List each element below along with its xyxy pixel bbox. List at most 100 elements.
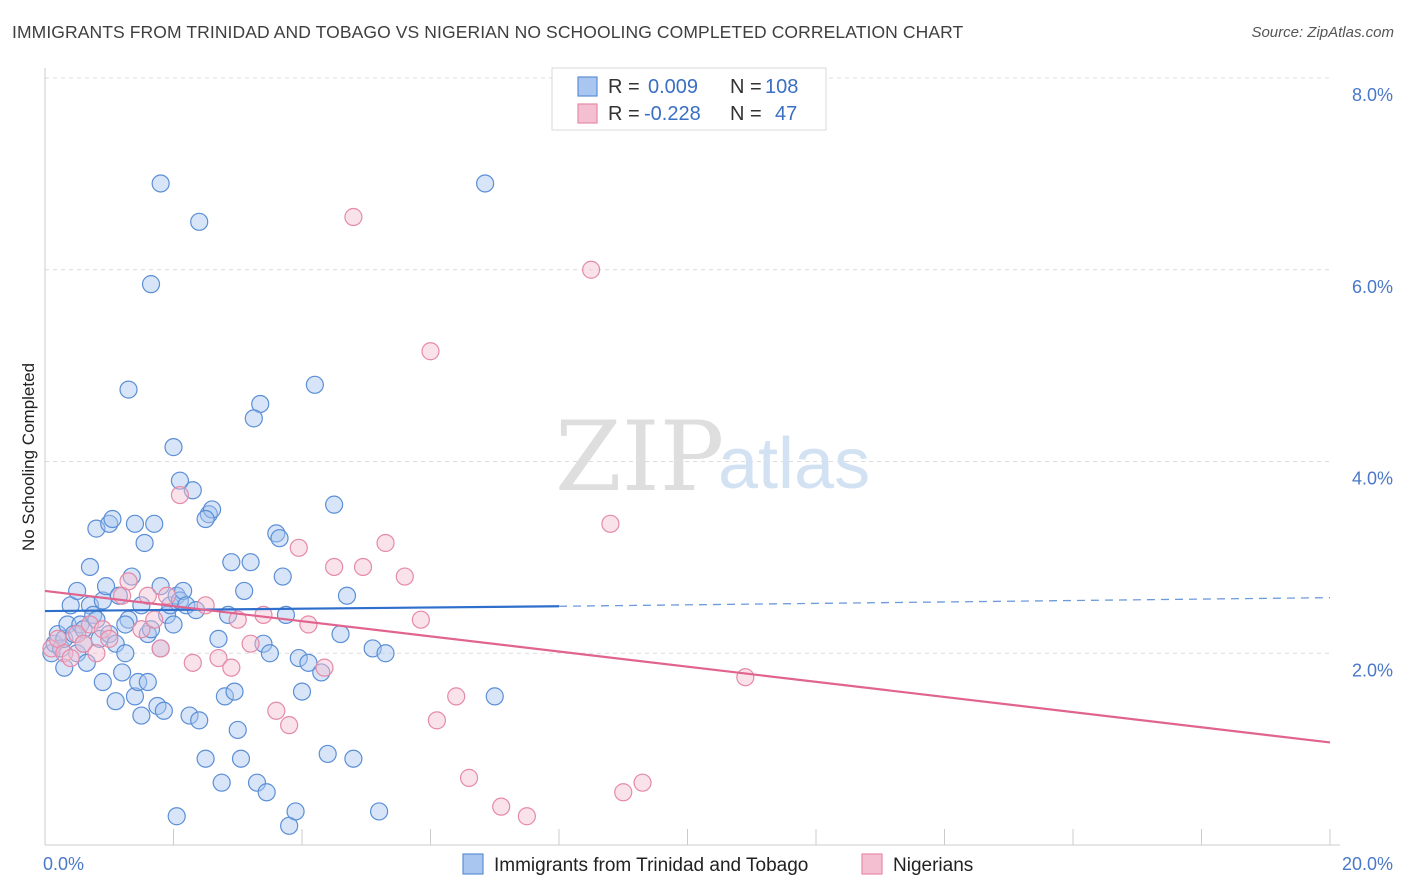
point-trinidad-tobago <box>485 687 504 706</box>
legend-r-label-pink: R = <box>608 103 640 125</box>
correlation-legend: R = 0.009 N = 108 R = -0.228 N = 47 <box>551 67 827 131</box>
point-trinidad-tobago <box>129 672 148 692</box>
point-trinidad-tobago <box>215 687 234 706</box>
legend-r-label-blue: R = <box>608 76 640 98</box>
point-nigerian <box>170 485 190 505</box>
point-trinidad-tobago <box>286 802 305 821</box>
point-nigerian <box>183 653 202 672</box>
point-nigerian <box>145 610 164 629</box>
legend-n-value-blue: 108 <box>765 76 798 98</box>
axes <box>44 68 1340 846</box>
point-trinidad-tobago <box>164 615 183 634</box>
point-trinidad-tobago <box>164 438 183 457</box>
point-trinidad-tobago <box>100 514 119 533</box>
point-trinidad-tobago <box>180 706 199 725</box>
x-tick-label: 0.0% <box>43 854 84 874</box>
point-trinidad-tobago <box>167 807 186 826</box>
legend-n-label-pink: N = <box>730 103 762 125</box>
point-nigerian <box>74 634 93 653</box>
point-nigerian <box>151 639 170 658</box>
point-nigerian <box>614 783 633 802</box>
point-nigerian <box>241 634 260 653</box>
point-trinidad-tobago <box>225 682 244 701</box>
point-trinidad-tobago <box>151 577 170 596</box>
trend-line-nigerian <box>44 589 1331 744</box>
point-nigerian <box>315 658 334 677</box>
watermark: ZIP atlas <box>555 401 870 513</box>
point-trinidad-tobago <box>228 720 247 740</box>
point-trinidad-tobago <box>289 648 308 668</box>
point-nigerian <box>157 586 177 605</box>
point-nigerian <box>100 629 119 648</box>
tick-labels: 2.0% 4.0% 6.0% 8.0% 0.0% 20.0% <box>43 85 1393 874</box>
point-trinidad-tobago <box>260 644 279 663</box>
legend-swatch-pink <box>577 103 598 124</box>
point-trinidad-tobago <box>222 553 241 572</box>
point-nigerian <box>344 207 363 227</box>
point-trinidad-tobago <box>312 663 331 682</box>
point-trinidad-tobago <box>273 567 292 586</box>
point-trinidad-tobago <box>344 749 363 768</box>
point-nigerian <box>87 644 106 663</box>
point-nigerian <box>582 260 601 279</box>
y-tick-label: 6.0% <box>1352 277 1393 297</box>
point-trinidad-tobago <box>476 174 495 193</box>
point-nigerian <box>289 538 308 557</box>
point-trinidad-tobago <box>55 658 74 677</box>
x-tick-label: 20.0% <box>1342 854 1393 874</box>
legend-n-label-blue: N = <box>730 76 762 98</box>
point-trinidad-tobago <box>257 783 276 802</box>
point-trinidad-tobago <box>119 380 138 399</box>
point-nigerian <box>119 572 138 591</box>
point-trinidad-tobago <box>337 586 357 605</box>
point-trinidad-tobago <box>376 644 395 663</box>
point-trinidad-tobago <box>331 624 350 644</box>
y-axis-label: No Schooling Completed <box>19 363 38 551</box>
point-trinidad-tobago <box>370 802 389 821</box>
point-trinidad-tobago <box>219 605 238 625</box>
point-trinidad-tobago <box>151 174 170 193</box>
point-trinidad-tobago <box>170 471 190 490</box>
point-trinidad-tobago <box>122 567 141 586</box>
source-label: Source: ZipAtlas.com <box>1251 24 1394 41</box>
point-trinidad-tobago <box>138 672 157 692</box>
series-trinidad-tobago <box>42 174 504 835</box>
point-nigerian <box>325 557 344 577</box>
point-trinidad-tobago <box>96 577 116 596</box>
series-legend: Immigrants from Trinidad and Tobago Nige… <box>462 853 973 876</box>
point-trinidad-tobago <box>212 773 231 792</box>
point-nigerian <box>376 533 395 553</box>
point-trinidad-tobago <box>80 557 100 577</box>
point-trinidad-tobago <box>125 514 145 533</box>
point-trinidad-tobago <box>141 275 161 294</box>
legend-swatch-blue <box>577 76 598 97</box>
point-nigerian <box>447 687 466 706</box>
watermark-zip: ZIP <box>555 401 724 513</box>
legend-r-value-pink: -0.228 <box>644 103 701 125</box>
point-trinidad-tobago <box>235 581 254 601</box>
point-nigerian <box>138 586 157 605</box>
point-nigerian <box>280 716 299 735</box>
point-trinidad-tobago <box>154 701 173 720</box>
point-trinidad-tobago <box>132 706 151 725</box>
point-trinidad-tobago <box>267 524 286 543</box>
point-nigerian <box>228 610 247 629</box>
legend-n-value-pink: 47 <box>775 103 797 125</box>
point-trinidad-tobago <box>93 672 112 692</box>
point-trinidad-tobago <box>305 375 324 394</box>
point-nigerian <box>459 768 479 787</box>
point-nigerian <box>492 797 511 816</box>
point-nigerian <box>517 807 536 826</box>
point-nigerian <box>427 711 447 730</box>
point-trinidad-tobago <box>116 615 135 634</box>
point-trinidad-tobago <box>247 773 267 792</box>
trend-lines <box>44 589 1331 744</box>
point-nigerian <box>93 620 112 639</box>
point-nigerian <box>267 701 286 720</box>
point-trinidad-tobago <box>196 749 215 768</box>
legend-r-value-blue: 0.009 <box>648 76 698 98</box>
point-trinidad-tobago <box>112 663 132 682</box>
point-trinidad-tobago <box>68 581 87 601</box>
point-trinidad-tobago <box>244 409 263 428</box>
